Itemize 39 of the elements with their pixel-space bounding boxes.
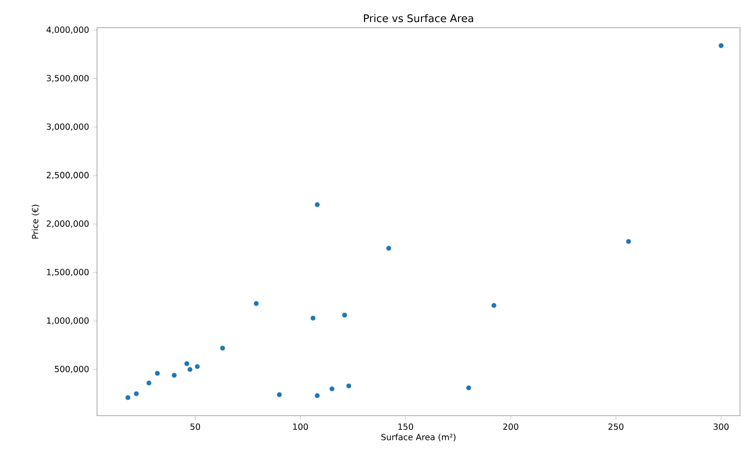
- point: [194, 364, 200, 370]
- point: [276, 392, 282, 398]
- y-tick-label: 2,000,000: [46, 220, 89, 228]
- point: [466, 385, 472, 391]
- point: [187, 366, 193, 372]
- point: [220, 345, 226, 351]
- chart-title: Price vs Surface Area: [364, 14, 474, 22]
- x-tick-label: 50: [190, 423, 200, 430]
- point: [134, 390, 140, 396]
- y-axis-title: Price (€): [32, 204, 40, 239]
- y-tick-label: 3,500,000: [46, 74, 89, 82]
- x-tick-label: 300: [714, 423, 729, 430]
- point: [125, 394, 131, 400]
- point: [342, 312, 348, 318]
- point: [718, 42, 724, 48]
- y-tick-label: 1,000,000: [47, 317, 89, 325]
- point: [310, 315, 316, 321]
- point: [346, 383, 352, 389]
- point: [154, 370, 160, 376]
- y-tick-label: 2,500,000: [46, 172, 89, 180]
- point: [314, 202, 320, 208]
- y-tick-label: 1,500,000: [47, 268, 89, 276]
- point: [171, 372, 177, 378]
- y-tick-label: 4,000,000: [46, 26, 89, 34]
- point: [253, 300, 260, 306]
- x-tick-label: 150: [398, 423, 414, 430]
- point: [184, 360, 190, 366]
- x-tick-label: 100: [293, 423, 308, 430]
- x-tick-label: 250: [608, 423, 624, 430]
- y-tick-label: 3,000,000: [46, 123, 89, 131]
- point: [146, 380, 152, 386]
- x-tick-label: 200: [503, 423, 518, 430]
- point: [329, 386, 335, 392]
- x-axis-title: Surface Area (m²): [381, 434, 456, 442]
- point: [314, 392, 320, 398]
- y-tick-label: 500,000: [54, 366, 89, 374]
- point: [491, 302, 497, 308]
- point: [386, 245, 392, 252]
- point: [626, 238, 632, 244]
